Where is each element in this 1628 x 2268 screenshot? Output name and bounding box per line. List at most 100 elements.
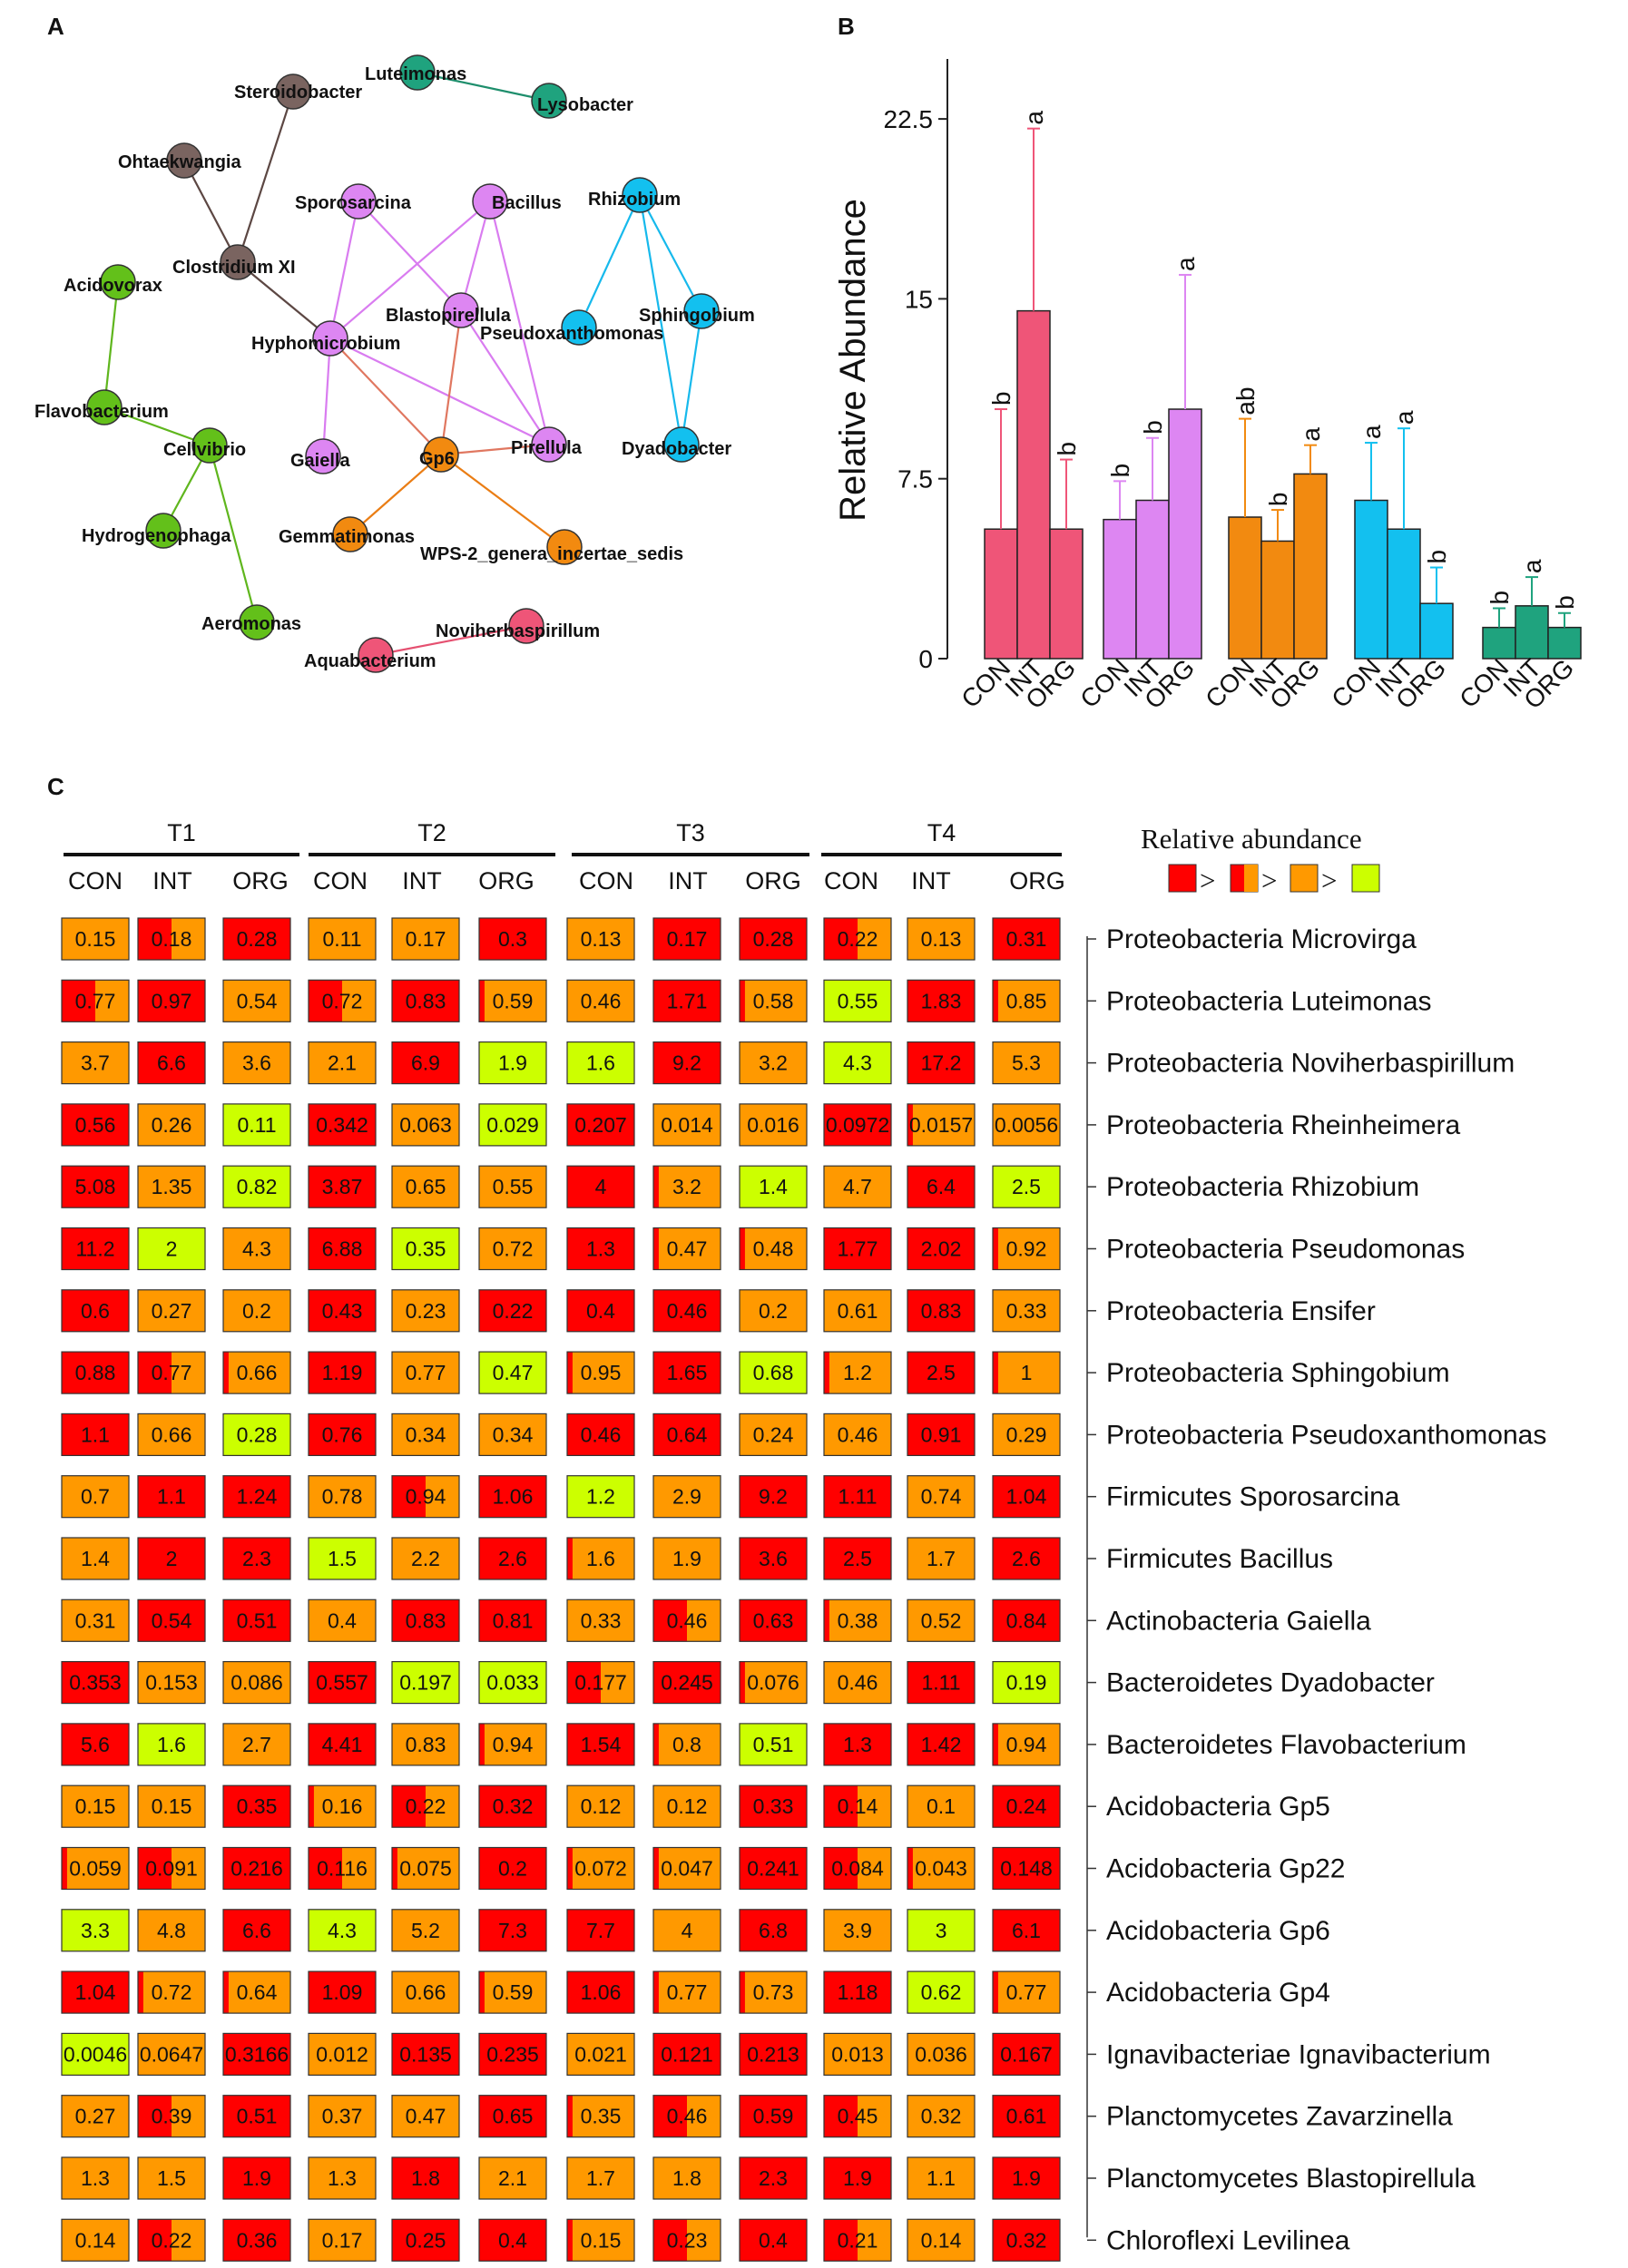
heat-cell: 0.46: [566, 979, 635, 1022]
edge-flavobacterium-cellvibrio: [103, 406, 211, 447]
heat-cell-border: [992, 1103, 1061, 1147]
heat-cell-value: 1.6: [157, 1733, 186, 1756]
bar-orange-CON: [1228, 516, 1262, 660]
heat-cell-red-part: [653, 2219, 687, 2262]
heat-cell: 1.6: [566, 1041, 635, 1085]
bar-teal-CON: [1482, 626, 1516, 660]
heat-cell-fill: [740, 1785, 807, 1828]
heat-cell-fill: [392, 1413, 459, 1456]
row-label: Firmicutes Bacillus: [1106, 1544, 1333, 1574]
heat-cell-border: [137, 1784, 206, 1828]
heat-cell-red-part: [740, 1971, 745, 2014]
heat-cell-value: 0.77: [1006, 1980, 1047, 2004]
heat-cell-value: 0.15: [75, 927, 116, 951]
node-label-noviherbaspirillum: Noviherbaspirillum: [436, 621, 600, 641]
heat-cell: 0.17: [652, 917, 721, 961]
heat-cell-border: [739, 2095, 808, 2138]
heat-cell-fill: [392, 1661, 459, 1704]
heat-cell-border: [907, 1227, 976, 1271]
heat-cell-fill: [138, 1599, 205, 1642]
heat-cell-fill: [907, 1847, 975, 1890]
heat-cell-value: 0.153: [145, 1671, 198, 1695]
heat-cell: 0.0157: [907, 1103, 976, 1147]
heat-cell-border: [222, 1351, 291, 1394]
bar-blue-ORG: [1419, 602, 1454, 660]
treatment-label: CON: [313, 867, 368, 894]
heat-cell-border: [391, 1289, 460, 1333]
edge-rhizobium-sphingobium: [639, 194, 702, 312]
heat-cell: 0.177: [566, 1660, 635, 1705]
heat-cell-fill: [740, 1166, 807, 1208]
row-label: Firmicutes Sporosarcina: [1106, 1482, 1400, 1512]
heat-cell-value: 0.64: [237, 1980, 278, 2004]
heat-cell: 0.35: [566, 2095, 635, 2138]
heat-cell-border: [566, 917, 635, 961]
heat-cell-fill: [309, 2033, 376, 2076]
heat-cell-value: 6.9: [411, 1051, 440, 1075]
heat-cell: 1.1: [61, 1413, 130, 1457]
node-clostridium: [220, 244, 256, 280]
bar-violet-INT: [1135, 499, 1170, 660]
heat-cell: 1.3: [308, 2156, 377, 2200]
heat-cell: 0.35: [222, 1784, 291, 1828]
heat-cell-value: 1.2: [843, 1361, 872, 1384]
heat-cell: 0.24: [739, 1413, 808, 1457]
edge-bacillus-pirellula: [488, 200, 551, 445]
heat-cell: 1.9: [222, 2156, 291, 2200]
heat-cell-fill: [223, 1847, 290, 1890]
heat-cell-value: 0.23: [406, 1299, 446, 1323]
heat-cell-value: 0.46: [581, 989, 622, 1012]
edge-cellvibrio-aeromonas: [208, 445, 259, 623]
heat-cell-fill: [138, 1103, 205, 1146]
heat-cell-border: [992, 1289, 1061, 1333]
heat-cell-border: [478, 1475, 547, 1519]
heat-cell-border: [478, 1227, 547, 1271]
heat-cell-fill: [223, 1971, 290, 2014]
heat-cell-value: 0.68: [753, 1361, 794, 1384]
heat-cell-value: 1: [1021, 1361, 1033, 1384]
heat-cell-value: 0.94: [493, 1733, 534, 1756]
heat-cell: 0.29: [992, 1413, 1061, 1457]
heat-cell: 1.4: [739, 1165, 808, 1208]
node-label-luteimonas: Luteimonas: [365, 64, 466, 84]
treatment-label: CON: [68, 867, 123, 894]
heat-cell-fill: [392, 2157, 459, 2199]
heat-cell-fill: [223, 2157, 290, 2199]
heat-cell-fill: [653, 2033, 721, 2076]
heat-cell-border: [222, 1475, 291, 1519]
heat-cell-red-part: [392, 1847, 397, 1890]
y-tick-label: 7.5: [897, 465, 933, 494]
heat-cell-red-part: [993, 1227, 998, 1270]
heat-cell-border: [652, 1784, 721, 1828]
heat-cell: 2.5: [823, 1537, 892, 1580]
heat-cell: 0.94: [478, 1723, 547, 1766]
node-label-acidovorax: Acidovorax: [64, 276, 162, 296]
heat-cell: 0.64: [222, 1970, 291, 2014]
heat-cell-value: 2.5: [927, 1361, 956, 1384]
heat-cell-fill: [653, 2157, 721, 2199]
heat-cell-value: 11.2: [75, 1237, 114, 1261]
node-label-dyadobacter: Dyadobacter: [622, 439, 731, 459]
heat-cell-fill: [653, 1661, 721, 1704]
heat-cell-border: [391, 1846, 460, 1891]
timepoint-label-T1: T1: [167, 819, 196, 846]
heat-cell-red-part: [567, 1661, 601, 1704]
heat-cell: 0.78: [308, 1475, 377, 1519]
heat-cell-border: [566, 1413, 635, 1457]
heat-cell-border: [137, 1537, 206, 1580]
heat-cell-value: 0.34: [406, 1422, 446, 1446]
heat-cell-fill: [479, 1661, 546, 1704]
heat-cell-fill: [740, 1041, 807, 1084]
heat-cell-border: [222, 1660, 291, 1705]
edge-hyphomicrobium-pirellula: [329, 337, 550, 445]
node-noviherbaspirillum: [508, 608, 544, 644]
heat-cell-red-part: [653, 1599, 687, 1642]
heat-cell-value: 1.5: [157, 2166, 186, 2190]
heat-cell-value: 0.016: [747, 1113, 799, 1137]
row-label: Proteobacteria Microvirga: [1106, 924, 1417, 954]
heat-cell: 0.46: [566, 1413, 635, 1457]
heat-cell-value: 0.22: [406, 1794, 446, 1818]
heat-cell-value: 0.235: [486, 2042, 539, 2066]
heat-cell-border: [308, 1970, 377, 2014]
heat-cell-fill: [740, 2095, 807, 2137]
